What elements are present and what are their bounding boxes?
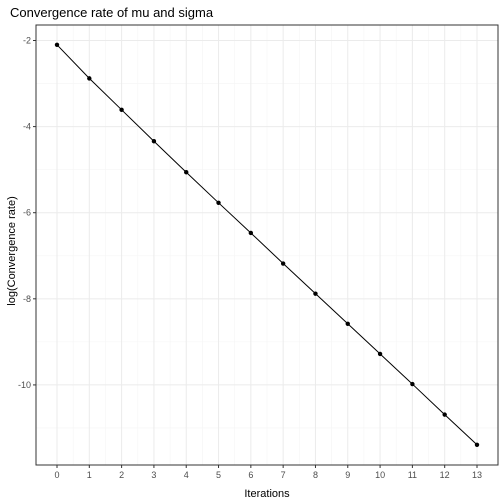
- data-point: [410, 381, 415, 387]
- data-point: [313, 291, 318, 296]
- data-point: [151, 139, 157, 144]
- data-point: [345, 321, 350, 326]
- series-line: [56, 44, 478, 446]
- y-tick-label: -8: [23, 294, 31, 304]
- x-tick-label: 3: [151, 470, 156, 480]
- x-tick-label: 8: [313, 470, 318, 480]
- y-tick-label: -10: [18, 380, 31, 390]
- x-tick-label: 5: [216, 470, 221, 480]
- x-tick-label: 0: [54, 470, 59, 480]
- x-axis-title: Iterations: [244, 488, 290, 500]
- y-tick-label: -2: [23, 35, 31, 45]
- data-point: [87, 76, 92, 81]
- y-axis-title: log(Convergence rate): [6, 196, 18, 305]
- minor-gridlines: [36, 25, 498, 465]
- x-axis: 0 1 2 3 4 5 6 7 8 9 10 11 12 13: [54, 465, 482, 480]
- panel-border: [35, 24, 499, 466]
- data-point: [248, 230, 254, 236]
- major-gridlines: [36, 25, 498, 465]
- y-tick-label: -6: [23, 208, 31, 218]
- data-point: [119, 107, 124, 113]
- x-tick-label: 6: [248, 470, 253, 480]
- data-point: [280, 261, 286, 266]
- x-tick-label: 10: [375, 470, 385, 480]
- x-tick-label: 9: [345, 470, 350, 480]
- data-point: [54, 42, 60, 48]
- x-tick-label: 7: [281, 470, 286, 480]
- data-point: [377, 351, 383, 357]
- data-point: [184, 170, 189, 175]
- data-point: [442, 412, 447, 417]
- x-tick-label: 4: [184, 470, 189, 480]
- data-point: [216, 200, 221, 206]
- x-tick-label: 13: [472, 470, 482, 480]
- x-tick-label: 1: [87, 470, 92, 480]
- x-tick-label: 2: [119, 470, 124, 480]
- data-point: [474, 442, 480, 447]
- x-tick-label: 11: [408, 470, 417, 480]
- y-axis: -2 -4 -6 -8 -10: [18, 35, 36, 390]
- series-layer: [54, 42, 480, 447]
- y-tick-label: -4: [23, 122, 31, 132]
- x-tick-label: 12: [440, 470, 450, 480]
- chart-title: Convergence rate of mu and sigma: [10, 5, 214, 20]
